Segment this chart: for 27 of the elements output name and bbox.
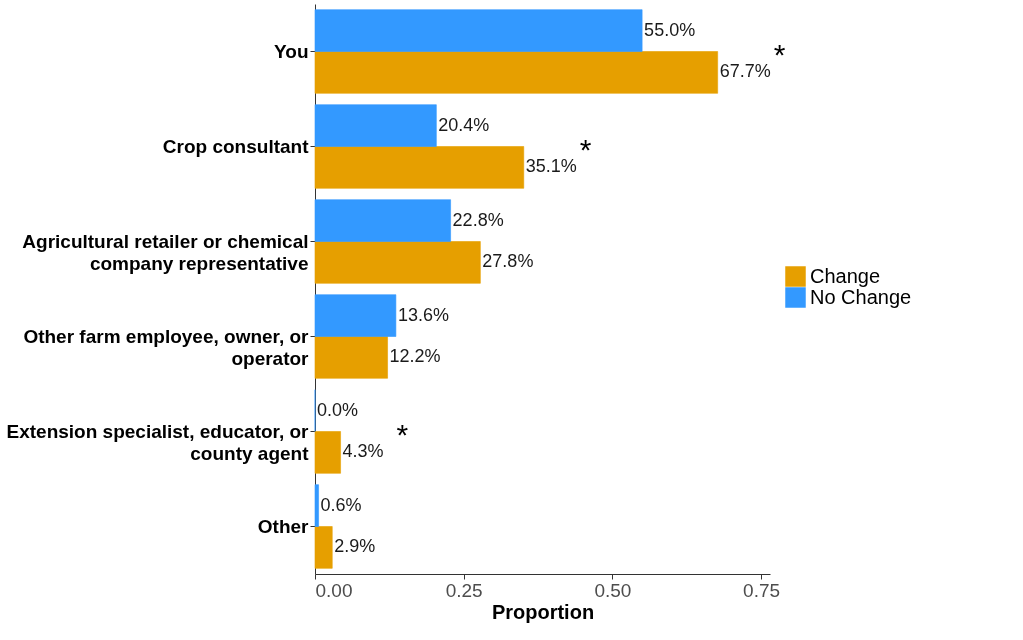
legend-label: Change [810, 264, 881, 287]
y-tick-label: You [274, 40, 309, 62]
data-label: 55.0% [644, 19, 696, 40]
x-tick-label: 0.75 [743, 579, 781, 601]
data-label: 2.9% [334, 536, 376, 557]
x-tick-label: 0.50 [594, 579, 632, 601]
y-tick-label: Other [257, 515, 310, 537]
y-tick-label: Agricultural retailer or chemical company representative [22, 230, 309, 274]
data-label: 0.6% [320, 494, 362, 515]
x-axis-title: Proportion [491, 600, 595, 623]
x-tick-label: 0.00 [315, 579, 353, 601]
y-tick-label: Other farm employee, owner, or operator [23, 325, 310, 369]
y-tick-label: Extension specialist, educator, or county agent [6, 420, 310, 464]
annotation: * [579, 132, 592, 166]
data-label: 20.4% [438, 114, 490, 135]
data-label: 35.1% [525, 156, 577, 177]
data-label: 0.0% [317, 399, 359, 420]
data-label: 27.8% [482, 251, 534, 272]
data-label: 22.8% [452, 209, 504, 230]
x-tick-label: 0.25 [445, 579, 483, 601]
annotation: * [773, 37, 786, 71]
data-label: 12.2% [389, 346, 441, 367]
y-tick-label: Crop consultant [162, 135, 310, 157]
annotation: * [396, 417, 409, 451]
data-label: 67.7% [719, 61, 771, 82]
data-label: 4.3% [342, 441, 384, 462]
data-label: 13.6% [397, 304, 449, 325]
